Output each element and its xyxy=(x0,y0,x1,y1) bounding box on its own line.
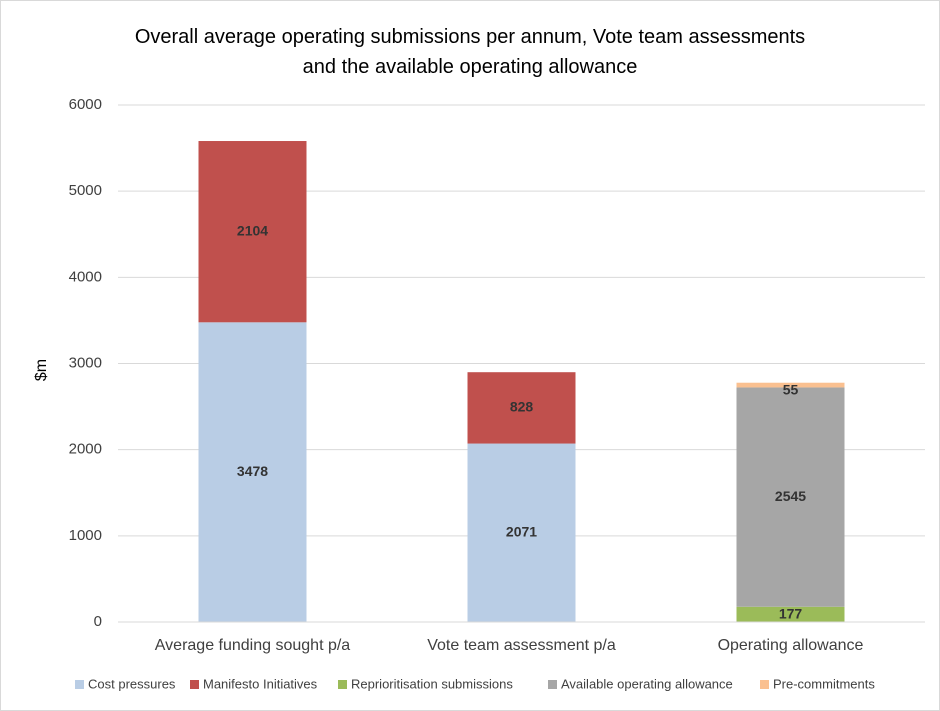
bar-segment xyxy=(736,606,845,622)
y-tick-label: 2000 xyxy=(69,441,102,458)
bar-segment xyxy=(467,443,576,622)
legend-label: Reprioritisation submissions xyxy=(351,676,513,691)
data-label: 177 xyxy=(779,605,803,621)
legend-swatch xyxy=(760,680,769,689)
y-tick-label: 3000 xyxy=(69,354,102,371)
data-label: 3478 xyxy=(237,463,268,479)
legend-swatch xyxy=(338,680,347,689)
y-axis-label: $m xyxy=(33,359,50,381)
y-tick-label: 6000 xyxy=(69,96,102,113)
y-tick-label: 5000 xyxy=(69,182,102,199)
legend-label: Available operating allowance xyxy=(561,676,733,691)
legend-swatch xyxy=(548,680,557,689)
data-label: 55 xyxy=(783,381,799,397)
data-label: 2071 xyxy=(506,523,537,539)
legend-label: Pre-commitments xyxy=(773,676,875,691)
legend-label: Manifesto Initiatives xyxy=(203,676,318,691)
legend-label: Cost pressures xyxy=(88,676,176,691)
y-tick-label: 1000 xyxy=(69,527,102,544)
bar-segment xyxy=(198,322,307,622)
x-tick-label: Vote team assessment p/a xyxy=(427,637,616,654)
x-tick-label: Average funding sought p/a xyxy=(155,637,351,654)
data-label: 828 xyxy=(510,399,534,415)
legend-swatch xyxy=(75,680,84,689)
y-tick-label: 4000 xyxy=(69,268,102,285)
data-label: 2104 xyxy=(237,222,268,238)
legend-swatch xyxy=(190,680,199,689)
bar-segment xyxy=(198,141,307,323)
bar-segment xyxy=(736,382,845,388)
x-tick-label: Operating allowance xyxy=(718,637,864,654)
bar-segment xyxy=(467,372,576,444)
bar-segment xyxy=(736,387,845,607)
chart-title: Overall average operating submissions pe… xyxy=(134,26,806,78)
y-tick-label: 0 xyxy=(94,613,102,630)
data-label: 2545 xyxy=(775,488,806,504)
